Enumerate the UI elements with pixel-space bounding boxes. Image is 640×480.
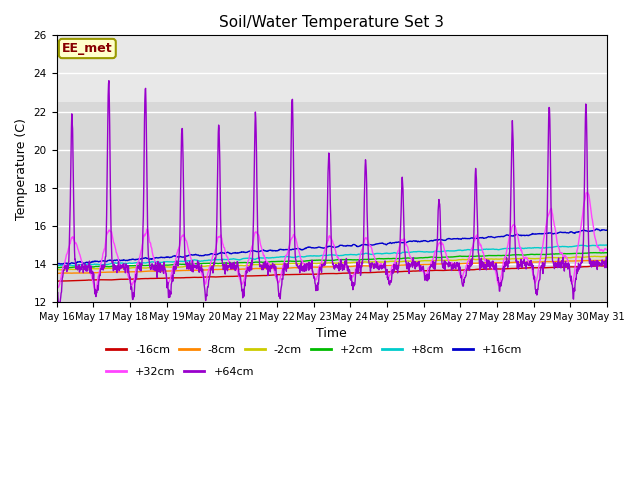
Text: EE_met: EE_met	[62, 42, 113, 55]
Title: Soil/Water Temperature Set 3: Soil/Water Temperature Set 3	[220, 15, 444, 30]
Y-axis label: Temperature (C): Temperature (C)	[15, 118, 28, 220]
Legend: +32cm, +64cm: +32cm, +64cm	[106, 367, 254, 376]
Bar	[56, 36, 607, 102]
X-axis label: Time: Time	[317, 327, 348, 340]
